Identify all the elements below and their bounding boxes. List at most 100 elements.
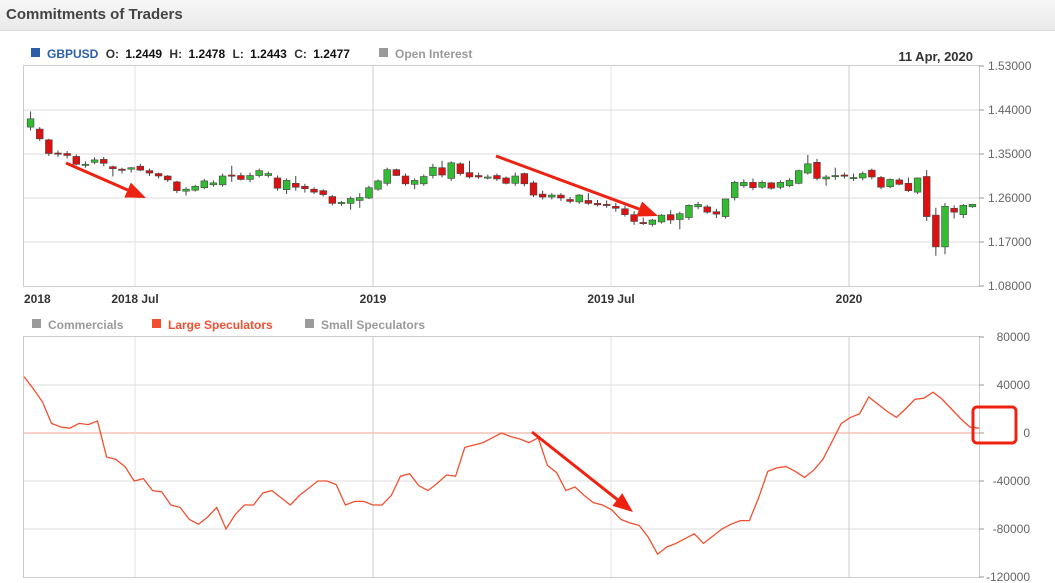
candle-down (456, 163, 465, 174)
candle-up (337, 202, 346, 204)
large-speculators-line (23, 376, 980, 556)
open-interest-square-icon[interactable] (379, 48, 388, 57)
candle-down (474, 175, 483, 178)
legend-commercials[interactable]: Commercials (48, 318, 124, 332)
candle-down (273, 177, 282, 189)
high-value: 1.2478 (188, 47, 225, 61)
low-label: L: (232, 47, 243, 61)
candle-up (191, 185, 199, 191)
window-title: Commitments of Traders (6, 6, 183, 23)
candle-up (548, 194, 556, 198)
window-title-bar: Commitments of Traders (0, 0, 1055, 31)
candle-up (429, 166, 437, 176)
candle-up (246, 175, 254, 180)
price-y-tick-label: 1.44000 (988, 103, 1032, 117)
annotation-arrow (65, 161, 146, 198)
candle-down (767, 182, 775, 189)
open-label: O: (106, 47, 119, 61)
candle-down (145, 170, 154, 174)
symbol-label[interactable]: GBPUSD (47, 47, 99, 61)
candle-down (584, 200, 593, 204)
candle-down (154, 173, 163, 177)
candle-up (81, 163, 90, 166)
candle-down (630, 214, 638, 222)
candle-up (730, 182, 739, 198)
candle-down (895, 179, 903, 185)
cot-y-tick-label: -120000 (986, 570, 1030, 583)
candle-up (410, 180, 419, 185)
candle-down (173, 181, 181, 191)
annotation-arrow-shaft (531, 430, 619, 501)
candle-up (859, 173, 867, 179)
candle-up (685, 205, 693, 218)
zero-highlight-box (971, 405, 1018, 445)
annotation-arrow-shaft (495, 154, 640, 211)
candle-down (63, 153, 71, 156)
annotation-arrow-shaft (65, 161, 129, 192)
candle-down (566, 199, 574, 202)
candle-up (200, 180, 208, 189)
low-value: 1.2443 (250, 47, 287, 61)
candle-up (26, 118, 35, 128)
candle-down (868, 169, 876, 178)
price-panel-frame (23, 65, 980, 287)
cot-y-tick-label: 40000 (997, 378, 1031, 392)
candle-down (923, 176, 931, 217)
candle-down (319, 190, 327, 195)
candle-down (502, 177, 510, 184)
cot-y-tick-label: 80000 (997, 330, 1031, 344)
candle-down (877, 177, 885, 188)
candle-down (932, 214, 940, 248)
candle-up (356, 197, 364, 201)
annotation-arrow (495, 154, 658, 217)
cot-panel-frame (23, 336, 980, 578)
candle-down (593, 203, 602, 206)
candle-up (886, 179, 894, 188)
price-y-tick-label: 1.26000 (988, 191, 1032, 205)
cot-y-tick-label: 0 (1023, 426, 1030, 440)
legend-large-speculators[interactable]: Large Speculators (168, 318, 273, 332)
candle-up (941, 206, 949, 248)
close-label: C: (294, 47, 307, 61)
candle-down (493, 175, 501, 180)
small-speculators-square-icon[interactable] (305, 319, 314, 328)
candle-up (90, 159, 99, 163)
candle-down (703, 206, 711, 213)
candle-down (621, 208, 629, 215)
candle-up (804, 163, 812, 174)
candle-down (950, 207, 958, 213)
candle-down (136, 165, 144, 171)
candle-down (109, 166, 117, 169)
candle-down (520, 173, 529, 185)
candle-down (292, 183, 300, 188)
candle-up (447, 162, 455, 179)
candle-up (831, 175, 839, 178)
candle-up (209, 182, 218, 186)
candle-up (365, 187, 373, 199)
candle-down (164, 175, 172, 181)
candle-down (465, 172, 474, 178)
large-speculators-square-icon[interactable] (152, 319, 161, 328)
candle-down (310, 188, 318, 193)
legend-small-speculators[interactable]: Small Speculators (321, 318, 425, 332)
candle-up (822, 176, 830, 180)
x-axis-label: 2020 (836, 292, 863, 306)
svg-text:GBPUSD O: 1.2449 H: GBPUSD O: 1.2449 H: 1.2478 L: 1.2443 C: … (47, 47, 350, 61)
candle-down (438, 167, 446, 176)
date-label: 11 Apr, 2020 (898, 49, 973, 64)
candle-up (420, 176, 428, 185)
symbol-square-icon (31, 48, 40, 57)
open-interest-legend[interactable]: Open Interest (395, 47, 472, 61)
candle-up (657, 214, 666, 223)
commercials-square-icon[interactable] (32, 319, 41, 328)
candle-up (721, 198, 730, 217)
candle-up (758, 182, 766, 188)
candle-up (511, 175, 519, 184)
candle-down (529, 182, 538, 196)
annotation-arrow-head (636, 201, 658, 217)
candle-up (676, 213, 684, 220)
candle-down (45, 139, 53, 154)
candle-down (749, 182, 757, 189)
candle-up (374, 180, 382, 190)
